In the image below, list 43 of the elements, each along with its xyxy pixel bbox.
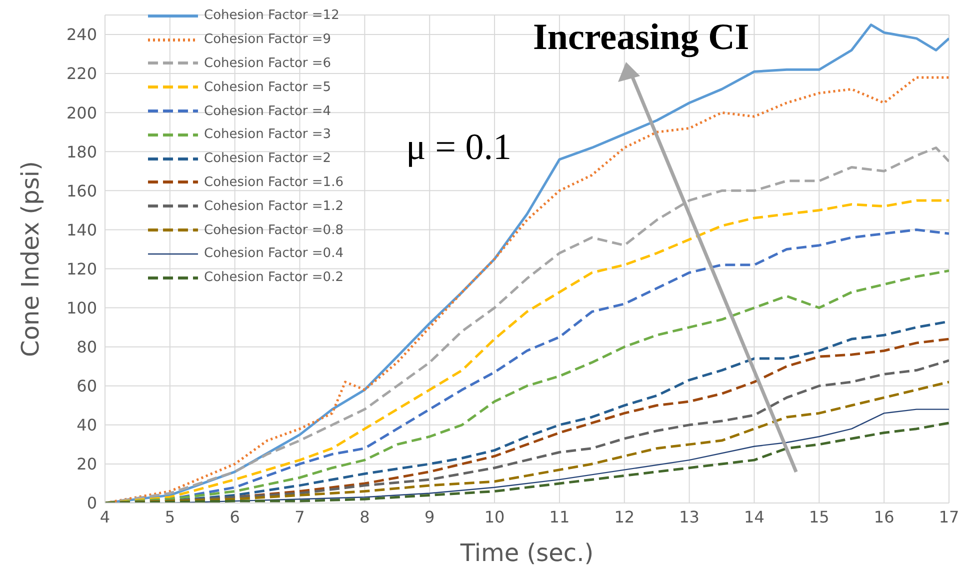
legend-label: Cohesion Factor =5 — [204, 80, 332, 95]
y-tick-label: 200 — [66, 103, 97, 122]
x-tick-label: 12 — [614, 507, 635, 526]
x-tick-label: 14 — [744, 507, 764, 526]
x-tick-label: 13 — [679, 507, 700, 526]
x-tick-label: 16 — [874, 507, 894, 526]
y-tick-label: 120 — [66, 259, 97, 278]
legend-label: Cohesion Factor =4 — [204, 104, 332, 119]
x-tick-label: 9 — [424, 507, 435, 526]
legend-label: Cohesion Factor =1.2 — [204, 198, 344, 214]
x-tick-label: 8 — [360, 507, 370, 526]
y-tick-label: 80 — [76, 338, 97, 357]
legend-label: Cohesion Factor =9 — [204, 32, 332, 48]
legend-label: Cohesion Factor =0.4 — [204, 246, 344, 262]
legend-label: Cohesion Factor =12 — [204, 8, 340, 24]
x-tick-label: 6 — [230, 507, 240, 526]
y-tick-label: 240 — [66, 25, 97, 44]
x-tick-label: 4 — [100, 507, 110, 526]
x-tick-label: 7 — [294, 507, 305, 526]
legend-label: Cohesion Factor =2 — [204, 151, 332, 166]
x-tick-label: 5 — [164, 507, 176, 526]
y-tick-label: 220 — [66, 64, 97, 84]
annotation: Increasing CI — [533, 16, 750, 59]
y-tick-label: 60 — [76, 376, 97, 396]
y-tick-label: 20 — [76, 454, 97, 474]
y-tick-label: 180 — [66, 142, 97, 162]
y-tick-label: 0 — [86, 494, 97, 513]
x-tick-label: 10 — [484, 507, 505, 526]
x-tick-label: 11 — [549, 507, 570, 526]
legend-label: Cohesion Factor =0.8 — [204, 222, 344, 238]
y-tick-label: 140 — [66, 220, 97, 240]
legend-label: Cohesion Factor =0.2 — [204, 270, 344, 286]
y-tick-label: 160 — [66, 181, 97, 200]
y-axis-title: Cone Index (psi) — [16, 161, 45, 357]
x-axis-title: Time (sec.) — [459, 539, 594, 567]
legend-label: Cohesion Factor =3 — [204, 127, 332, 142]
y-tick-label: 40 — [76, 416, 97, 435]
x-tick-label: 17 — [938, 507, 960, 526]
legend-label: Cohesion Factor =1.6 — [204, 174, 344, 190]
y-tick-label: 100 — [66, 298, 97, 318]
annotation: μ = 0.1 — [406, 126, 512, 169]
x-tick-label: 15 — [808, 507, 830, 526]
legend-label: Cohesion Factor =6 — [204, 56, 332, 71]
